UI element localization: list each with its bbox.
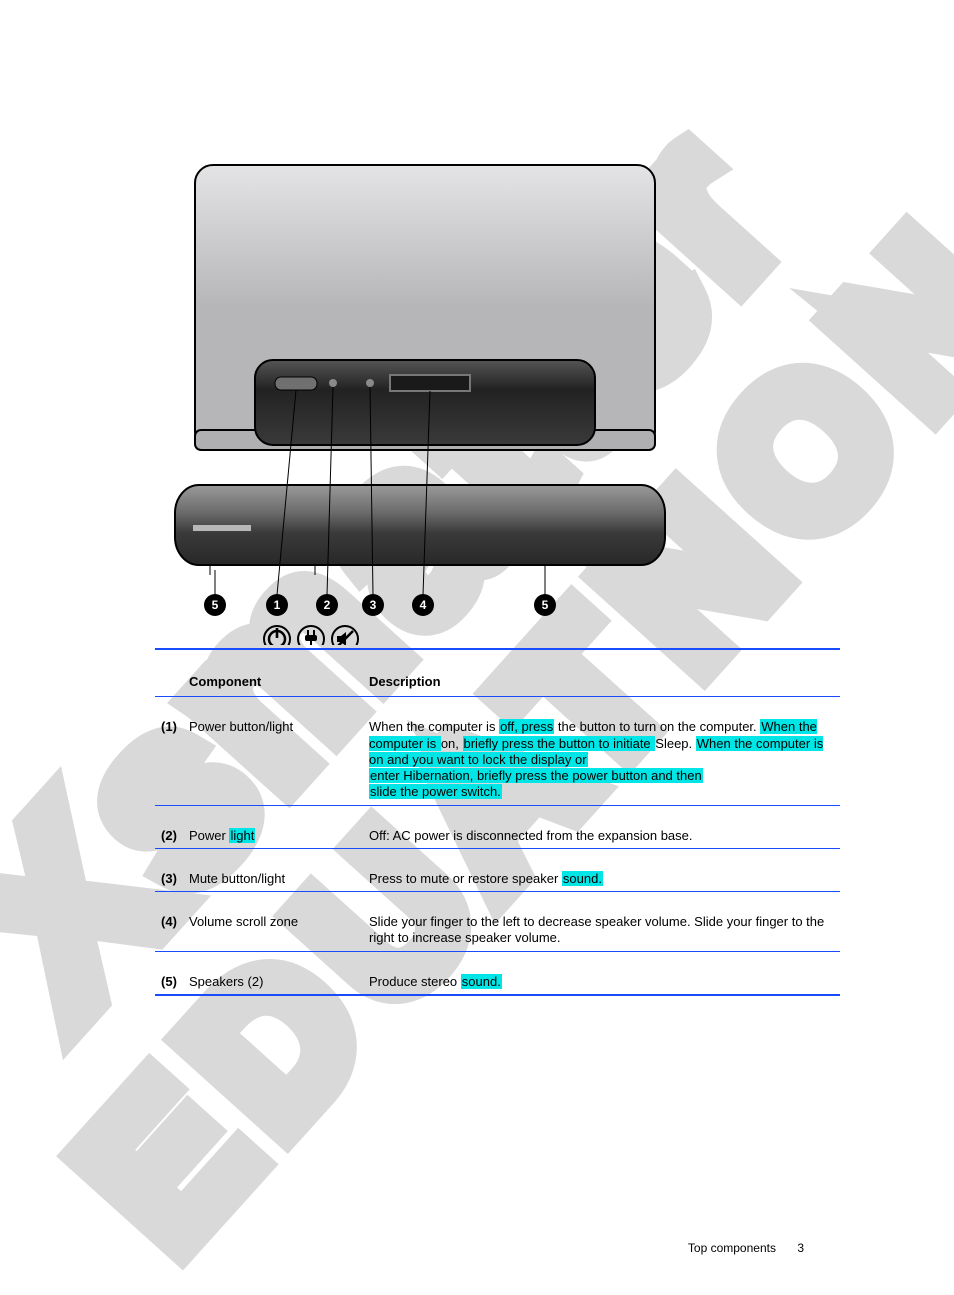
footer-title: Top components (688, 1241, 776, 1255)
row5-desc: Produce stereo sound. (369, 970, 840, 994)
svg-text:5: 5 (212, 598, 219, 612)
row3-component: Mute button/light (189, 867, 369, 891)
row3-num: (3) (155, 867, 189, 891)
svg-text:3: 3 (370, 598, 377, 612)
footer-page-number: 3 (797, 1241, 804, 1255)
row4-component: Volume scroll zone (189, 910, 369, 951)
row5-num: (5) (155, 970, 189, 994)
row5-component: Speakers (2) (189, 970, 369, 994)
component-table: Component Description (1) Power button/l… (155, 648, 840, 996)
mute-icon (332, 626, 358, 645)
th-component: Component (189, 668, 369, 696)
page-footer: Top components 3 (688, 1241, 804, 1255)
row1-component: Power button/light (189, 715, 369, 804)
th-description: Description (369, 668, 840, 696)
row4-desc: Slide your finger to the left to decreas… (369, 910, 840, 951)
svg-text:4: 4 (420, 598, 427, 612)
row3-desc: Press to mute or restore speaker sound. (369, 867, 840, 891)
product-diagram: 5 1 2 3 4 5 (155, 25, 670, 648)
row4-num: (4) (155, 910, 189, 951)
plug-icon (298, 626, 324, 645)
row1-desc: When the computer is off, press the butt… (369, 715, 840, 804)
svg-text:5: 5 (542, 598, 549, 612)
svg-text:2: 2 (324, 598, 331, 612)
power-icon (264, 626, 290, 645)
row2-component: Power light (189, 824, 369, 848)
row2-num: (2) (155, 824, 189, 848)
svg-text:1: 1 (274, 598, 281, 612)
row2-desc: Off: AC power is disconnected from the e… (369, 824, 840, 848)
row1-num: (1) (155, 715, 189, 804)
